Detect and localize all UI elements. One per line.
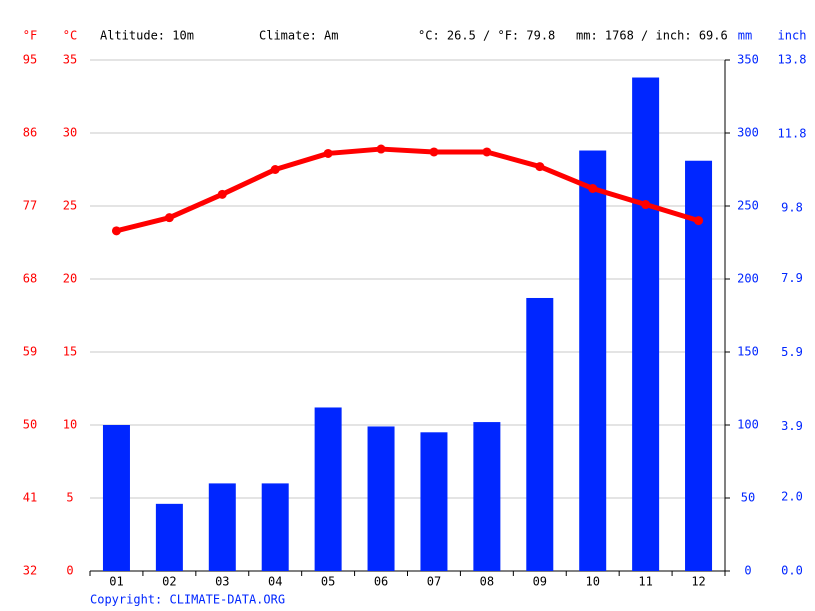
y2-tick-label: 13.8: [778, 53, 807, 67]
y2-tick-label: 5.9: [781, 345, 803, 359]
y-tick-label: 50: [23, 418, 37, 432]
y2-tick-label: 200: [737, 272, 759, 286]
bar: [314, 407, 342, 571]
y2-tick-label: 150: [737, 345, 759, 359]
bar: [208, 483, 236, 571]
y2-tick-label: 9.8: [781, 201, 803, 215]
point: [164, 213, 174, 223]
x-tick-label: 01: [109, 575, 123, 589]
axis-label: mm: [738, 29, 752, 43]
x-tick-label: 08: [480, 575, 494, 589]
header-text: Altitude: 10m: [100, 29, 194, 43]
y2-tick-label: 350: [737, 53, 759, 67]
bar: [155, 503, 183, 571]
y-tick-label: 25: [63, 199, 77, 213]
y-tick-label: 59: [23, 345, 37, 359]
point: [376, 144, 386, 154]
y2-tick-label: 3.9: [781, 419, 803, 433]
x-tick-label: 05: [321, 575, 335, 589]
point: [217, 189, 227, 199]
y-tick-label: 5: [66, 491, 73, 505]
y-tick-label: 0: [66, 564, 73, 578]
y2-tick-label: 0: [744, 564, 751, 578]
header-text: Climate: Am: [259, 29, 338, 43]
axis-label: inch: [778, 29, 807, 43]
bar: [526, 297, 554, 571]
y2-tick-label: 250: [737, 199, 759, 213]
bar: [632, 77, 660, 572]
point: [429, 147, 439, 157]
point: [535, 162, 545, 172]
point: [323, 148, 333, 158]
x-tick-label: 12: [691, 575, 705, 589]
y2-tick-label: 100: [737, 418, 759, 432]
axis-label: °F: [23, 29, 37, 43]
y-tick-label: 86: [23, 126, 37, 140]
bar: [367, 426, 395, 571]
y2-tick-label: 2.0: [781, 489, 803, 503]
x-tick-label: 03: [215, 575, 229, 589]
y2-tick-label: 0.0: [781, 564, 803, 578]
x-tick-label: 11: [638, 575, 652, 589]
y2-tick-label: 50: [741, 491, 755, 505]
x-tick-label: 07: [427, 575, 441, 589]
y-tick-label: 30: [63, 126, 77, 140]
y2-tick-label: 300: [737, 126, 759, 140]
bar: [261, 483, 289, 571]
x-tick-label: 09: [533, 575, 547, 589]
y-tick-label: 15: [63, 345, 77, 359]
footer: Copyright: CLIMATE-DATA.ORG: [90, 593, 285, 607]
axis-label: °C: [63, 29, 77, 43]
y-tick-label: 77: [23, 199, 37, 213]
bar: [420, 432, 448, 571]
bar: [102, 425, 130, 571]
y2-tick-label: 11.8: [778, 127, 807, 141]
temperature-line: [115, 146, 700, 234]
y-tick-label: 95: [23, 53, 37, 67]
point: [482, 147, 492, 157]
y-tick-label: 68: [23, 272, 37, 286]
x-tick-label: 10: [585, 575, 599, 589]
y-tick-label: 20: [63, 272, 77, 286]
y-tick-label: 10: [63, 418, 77, 432]
bar: [473, 422, 501, 571]
x-tick-label: 04: [268, 575, 282, 589]
point: [641, 200, 651, 210]
point: [270, 165, 280, 174]
y-tick-label: 41: [23, 491, 37, 505]
point: [694, 216, 704, 226]
point: [588, 183, 598, 193]
x-tick-label: 02: [162, 575, 176, 589]
y2-tick-label: 7.9: [781, 271, 803, 285]
bar: [685, 160, 713, 572]
y-tick-label: 35: [63, 53, 77, 67]
bar: [579, 150, 607, 571]
y-tick-label: 32: [23, 564, 37, 578]
header-text: mm: 1768 / inch: 69.6: [576, 29, 728, 43]
x-tick-label: 06: [374, 575, 388, 589]
header-text: °C: 26.5 / °F: 79.8: [418, 29, 555, 43]
point: [111, 226, 121, 236]
